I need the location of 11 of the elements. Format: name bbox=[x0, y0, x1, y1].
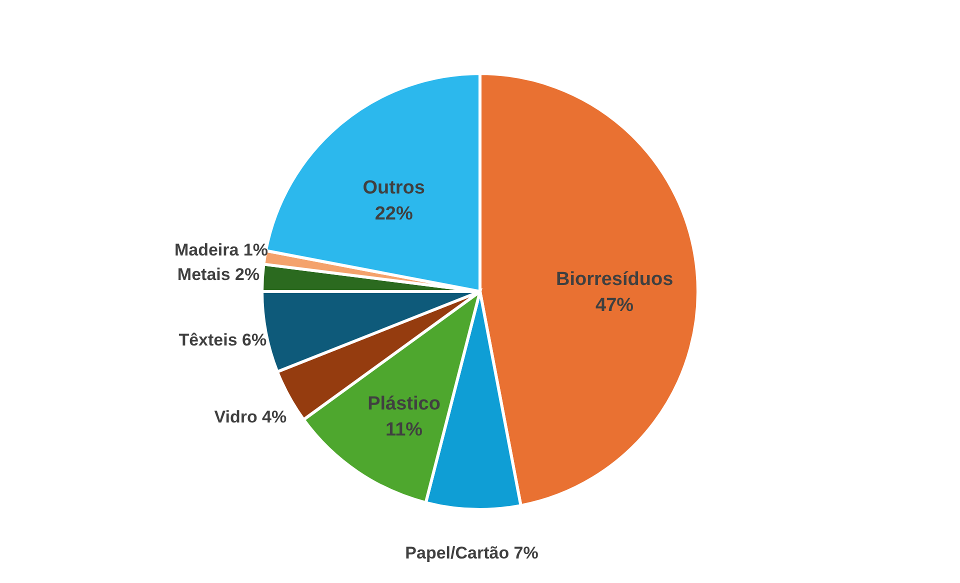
slice-label: Plástico bbox=[368, 393, 440, 414]
slice-label: Outros bbox=[362, 177, 425, 198]
slice-label: Metais 2% bbox=[177, 265, 260, 284]
data-label: 47% bbox=[596, 294, 634, 316]
data-label: 11% bbox=[386, 419, 423, 440]
slice-label: Papel/Cartão 7% bbox=[405, 543, 538, 562]
slice-label: Vidro 4% bbox=[214, 408, 287, 427]
slice-label: Biorresíduos bbox=[556, 268, 674, 290]
slice-label: Têxteis 6% bbox=[178, 330, 267, 350]
data-label: 22% bbox=[374, 203, 413, 224]
slice-label: Madeira 1% bbox=[174, 240, 268, 260]
